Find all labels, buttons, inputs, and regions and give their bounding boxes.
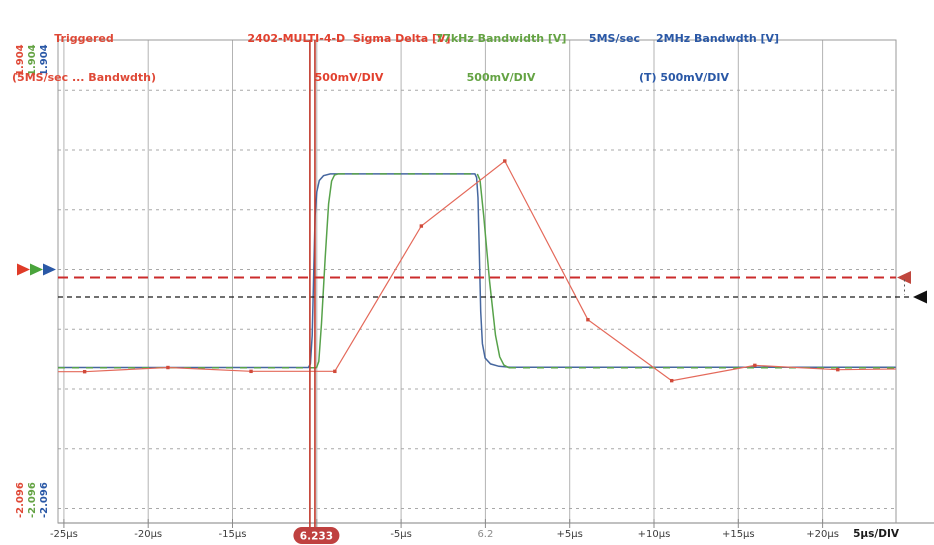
x-tick-label: +10µs — [638, 529, 671, 540]
y-axis-top-label: 1.904 — [27, 44, 38, 76]
x-tick-label: +15µs — [722, 529, 755, 540]
x-tick-label: -15µs — [219, 529, 247, 540]
plot-area[interactable] — [58, 40, 896, 523]
trace-sigma-delta-sample-marker — [503, 159, 507, 163]
trace-sigma-delta-sample-marker — [419, 224, 424, 228]
trace-sigma-delta-sample-marker — [670, 378, 674, 383]
y-axis-bottom-label: -2.096 — [27, 482, 38, 518]
channel-header-2mhz: 5MS/sec 2MHz Bandwdth [V] (T) 500mV/DIV — [578, 6, 790, 110]
trace-77khz-bandwidth — [476, 173, 510, 369]
channel-blue-name: 2MHz Bandwdth [V] — [656, 32, 780, 45]
y-axis-bottom-label: -2.096 — [15, 482, 26, 518]
trace-sigma-delta-sample-marker — [836, 367, 840, 372]
trigger-level-arrow[interactable] — [913, 290, 927, 304]
channel-blue-scale: (T) 500mV/DIV — [638, 71, 730, 84]
trace-sigma-delta-sample-marker — [249, 369, 253, 374]
channel-red-scale: 500mV/DIV — [314, 71, 384, 84]
x-tick-label: +20µs — [806, 529, 839, 540]
trace-sigma-delta-sample-marker — [586, 318, 590, 322]
x-tick-label: +5µs — [557, 529, 583, 540]
x-tick-label: -5µs — [390, 529, 412, 540]
cursor-level-arrow[interactable] — [897, 271, 911, 285]
y-axis-top-label: 1.904 — [15, 44, 26, 76]
zero-level-marker-blue[interactable] — [43, 263, 56, 276]
trace-sigma-delta-sample-marker — [753, 363, 757, 368]
x-tick-label: -20µs — [134, 529, 162, 540]
channel-red-name: 2402-MULTI-4-D Sigma Delta [V] — [247, 32, 451, 45]
trigger-status-line2: (5MS/sec ... Bandwdth) — [12, 71, 156, 84]
trigger-status: Triggered (5MS/sec ... Bandwdth) — [8, 6, 160, 110]
trace-sigma-delta — [58, 160, 896, 382]
trace-sigma-delta-sample-marker — [82, 370, 87, 374]
trace-2mhz-bandwidth — [58, 173, 896, 369]
x-scale-label: 5µs/DIV — [853, 528, 900, 540]
trigger-status-line1: Triggered — [54, 32, 114, 45]
zero-level-marker-red[interactable] — [17, 263, 30, 276]
y-axis-bottom-label: -2.096 — [39, 482, 50, 518]
sample-rate-label: 5MS/sec — [588, 32, 640, 45]
cursor-badge-value: 6.233 — [300, 531, 333, 543]
channel-header-77khz: 77kHz Bandwidth [V] 500mV/DIV — [431, 6, 571, 110]
channel-green-scale: 500mV/DIV — [466, 71, 536, 84]
x-tick-cursor-value: 6.2 — [477, 529, 493, 540]
x-tick-label: -25µs — [50, 529, 78, 540]
y-axis-top-label: 1.904 — [39, 44, 50, 76]
channel-green-name: 77kHz Bandwidth [V] — [435, 32, 567, 45]
trace-sigma-delta-sample-marker — [166, 365, 170, 370]
zero-level-marker-green[interactable] — [30, 263, 43, 276]
trace-sigma-delta-sample-marker — [333, 369, 337, 374]
trace-77khz-bandwidth — [315, 173, 339, 369]
channel-header-sigma-delta: 2402-MULTI-4-D Sigma Delta [V] 500mV/DIV — [229, 6, 469, 110]
cursor-badge — [293, 527, 340, 544]
